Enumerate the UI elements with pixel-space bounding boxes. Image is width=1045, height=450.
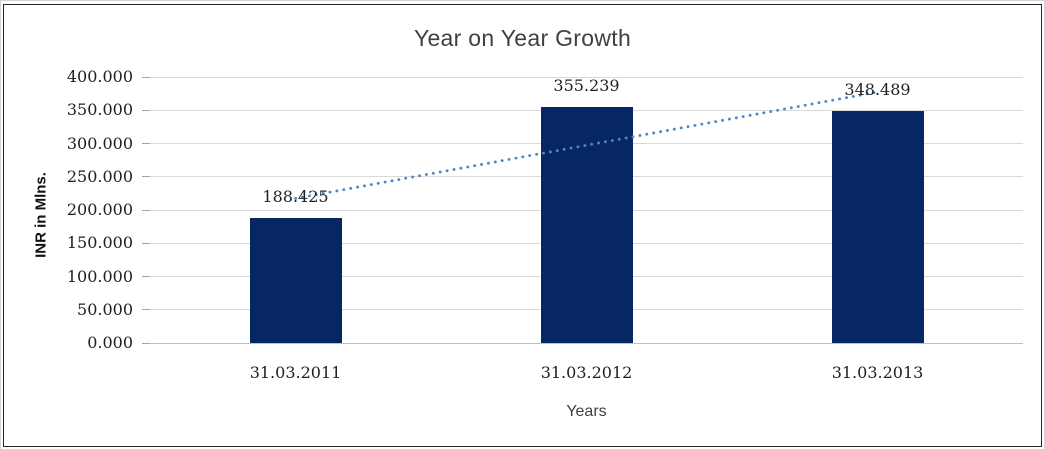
y-tick-label: 250.000 xyxy=(66,166,133,186)
trendline-path xyxy=(294,90,879,200)
y-axis-tick xyxy=(142,109,150,111)
y-axis-tick xyxy=(142,209,150,211)
y-axis-tick xyxy=(142,342,150,344)
gridline xyxy=(150,76,1023,78)
y-axis-tick xyxy=(142,276,150,277)
trendline xyxy=(294,90,879,200)
bar-value-label: 348.489 xyxy=(844,80,911,100)
y-axis-tick xyxy=(142,143,150,144)
bar xyxy=(249,217,342,343)
x-category-label: 31.03.2013 xyxy=(831,363,924,382)
y-tick-label: 100.000 xyxy=(66,266,133,286)
plot-area: 0.000 50.000 100.000 150.000 200.000 250.000 3… xyxy=(67,67,1023,382)
y-tick-label: 0.000 xyxy=(87,333,133,352)
bar xyxy=(540,106,633,343)
bar-value-label: 355.239 xyxy=(553,75,620,95)
bar xyxy=(831,111,924,343)
y-axis-tick xyxy=(142,176,150,178)
y-tick-label: 350.000 xyxy=(66,100,133,120)
y-tick-label: 300.000 xyxy=(66,133,133,153)
x-category-label: 31.03.2011 xyxy=(249,363,342,382)
bar-value-label: 188.425 xyxy=(262,186,329,206)
x-category-label: 31.03.2012 xyxy=(540,363,633,382)
y-tick-label: 200.000 xyxy=(66,200,133,219)
x-axis-title: Years xyxy=(566,403,607,420)
y-axis-tick xyxy=(142,76,150,78)
x-axis-line xyxy=(150,342,1023,344)
y-axis-tick xyxy=(142,309,150,311)
chart-title: Year on Year Growth xyxy=(413,25,632,51)
y-tick-label: 400.000 xyxy=(66,67,133,86)
y-axis-tick xyxy=(142,242,150,244)
y-tick-label: 50.000 xyxy=(77,299,133,319)
y-tick-label: 150.000 xyxy=(66,233,133,253)
